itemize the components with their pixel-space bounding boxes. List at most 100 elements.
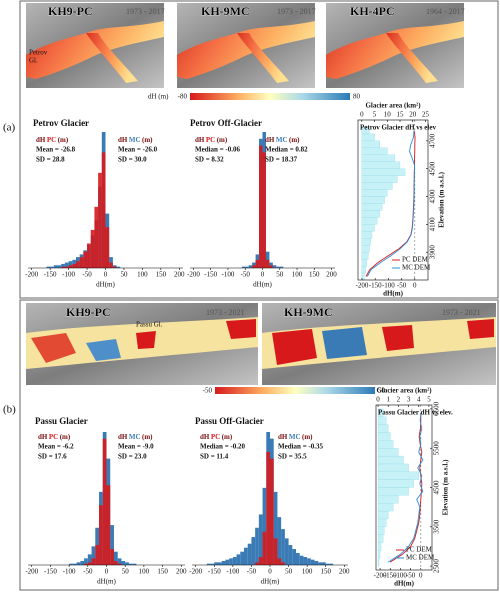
colorbar-label: dH (m)	[148, 93, 169, 101]
histogram-bar	[251, 537, 256, 565]
y-tick-label: 2500	[433, 559, 441, 574]
histogram-bar	[87, 554, 92, 565]
stat-prefix: dH	[200, 433, 210, 441]
histogram-bar	[276, 266, 280, 268]
area-bar	[361, 189, 388, 197]
colorbar-min: -80	[178, 93, 188, 101]
histogram-bar	[259, 145, 263, 268]
histogram-bar	[206, 563, 211, 565]
stat-heading: dH PC (m)	[36, 136, 69, 144]
histogram-bar	[262, 487, 267, 565]
x-tick-label: -150	[44, 271, 57, 279]
map: KH9-PC 1973 - 2017 Petrov Gl.	[26, 3, 165, 88]
stat-line: Mean = -6.2	[38, 443, 74, 451]
histogram-bar	[303, 557, 308, 565]
histogram-bar	[329, 563, 334, 565]
histogram-bar	[255, 562, 259, 565]
histogram-bar	[214, 562, 218, 565]
area-bar	[377, 463, 409, 472]
stat-suffix: (m)	[302, 433, 313, 441]
histogram-bar	[91, 546, 96, 565]
histogram-bar	[75, 261, 80, 268]
x-tick-label: 100	[292, 271, 303, 279]
x-tick-label: 50	[285, 568, 293, 576]
x-tick-label: -150	[204, 271, 217, 279]
x-tick-label: 50	[276, 271, 284, 279]
stat-suffix: (m)	[58, 136, 69, 144]
x2-tick-label: 0	[360, 111, 364, 119]
histogram-bar	[218, 562, 222, 565]
stat-series: PC	[49, 433, 58, 441]
plot-frame	[375, 404, 433, 571]
histogram-bar	[236, 554, 241, 565]
map: KH-9MC 1973 - 2017	[177, 3, 316, 88]
area-bar	[377, 534, 384, 543]
histogram-bar	[240, 551, 244, 565]
area-bar	[377, 432, 391, 441]
colorbar-max: 50	[378, 387, 386, 395]
histogram-bar	[248, 265, 253, 268]
histogram-bar	[229, 558, 233, 565]
stat-line: Median = -0.06	[195, 146, 241, 154]
x-tick-label: -50	[406, 572, 416, 580]
histogram-bar	[279, 266, 284, 268]
stat-series: PC	[211, 433, 220, 441]
histogram-bar	[281, 562, 285, 565]
histogram-bar	[64, 266, 69, 268]
map-title: KH-9MC	[284, 305, 333, 319]
area-bar	[377, 479, 414, 488]
dh-line	[366, 130, 415, 277]
dh-line	[387, 412, 424, 563]
legend-label: MC DEM	[406, 554, 435, 562]
x-tick-label: -50	[83, 568, 93, 576]
histogram-bar	[117, 558, 122, 565]
histogram-bar	[232, 557, 237, 565]
histogram-bar	[117, 563, 122, 565]
histogram-bar	[288, 545, 293, 565]
chart-title: Passu Glacier	[35, 416, 88, 426]
histogram-bar	[292, 549, 296, 565]
histogram-bar	[91, 558, 96, 565]
area-bar	[377, 424, 389, 433]
y-axis-label: Elevation (m a.s.l.)	[442, 459, 450, 515]
histogram-bar	[116, 266, 121, 268]
histogram-bar	[79, 257, 84, 268]
plot-frame	[357, 119, 429, 281]
x-tick-label: 200	[339, 568, 350, 576]
histogram-bar	[106, 485, 111, 565]
stat-suffix: (m)	[217, 136, 228, 144]
histogram-bar	[69, 563, 73, 565]
x-tick-label: -100	[394, 572, 407, 580]
map-title: KH-9MC	[201, 4, 250, 18]
histogram-bar	[61, 263, 65, 268]
histogram-bar	[87, 243, 91, 268]
area-bar	[361, 126, 370, 135]
area-bar	[361, 238, 371, 246]
histogram-bar	[273, 491, 278, 565]
x-tick-label: 0	[105, 568, 109, 576]
stat-line: Median = -0.35	[278, 443, 324, 451]
x-tick-label: -200	[25, 568, 38, 576]
stat-heading: dH PC (m)	[38, 433, 71, 441]
histogram-bar	[284, 538, 289, 565]
map-title: KH-4PC	[350, 4, 395, 18]
stat-line: SD = 17.6	[38, 453, 67, 461]
y-tick-label: 4500	[433, 480, 441, 495]
histogram-bar	[95, 545, 100, 565]
area-bar	[361, 210, 380, 218]
histogram-bar	[84, 563, 88, 565]
x-tick-label: -100	[63, 568, 76, 576]
histogram-bar	[269, 265, 273, 268]
stat-prefix: dH	[118, 433, 128, 441]
histogram-bar	[307, 558, 311, 565]
histogram-bar	[102, 438, 107, 565]
x-tick-label: 100	[302, 568, 313, 576]
x-tick-label: -200	[25, 271, 38, 279]
x2-tick-label: 3	[407, 396, 411, 404]
x-tick-label: -50	[397, 282, 407, 290]
stat-suffix: (m)	[289, 136, 300, 144]
histogram-bar	[273, 538, 278, 565]
histogram-bar	[221, 561, 226, 565]
histogram-bar	[113, 551, 118, 565]
